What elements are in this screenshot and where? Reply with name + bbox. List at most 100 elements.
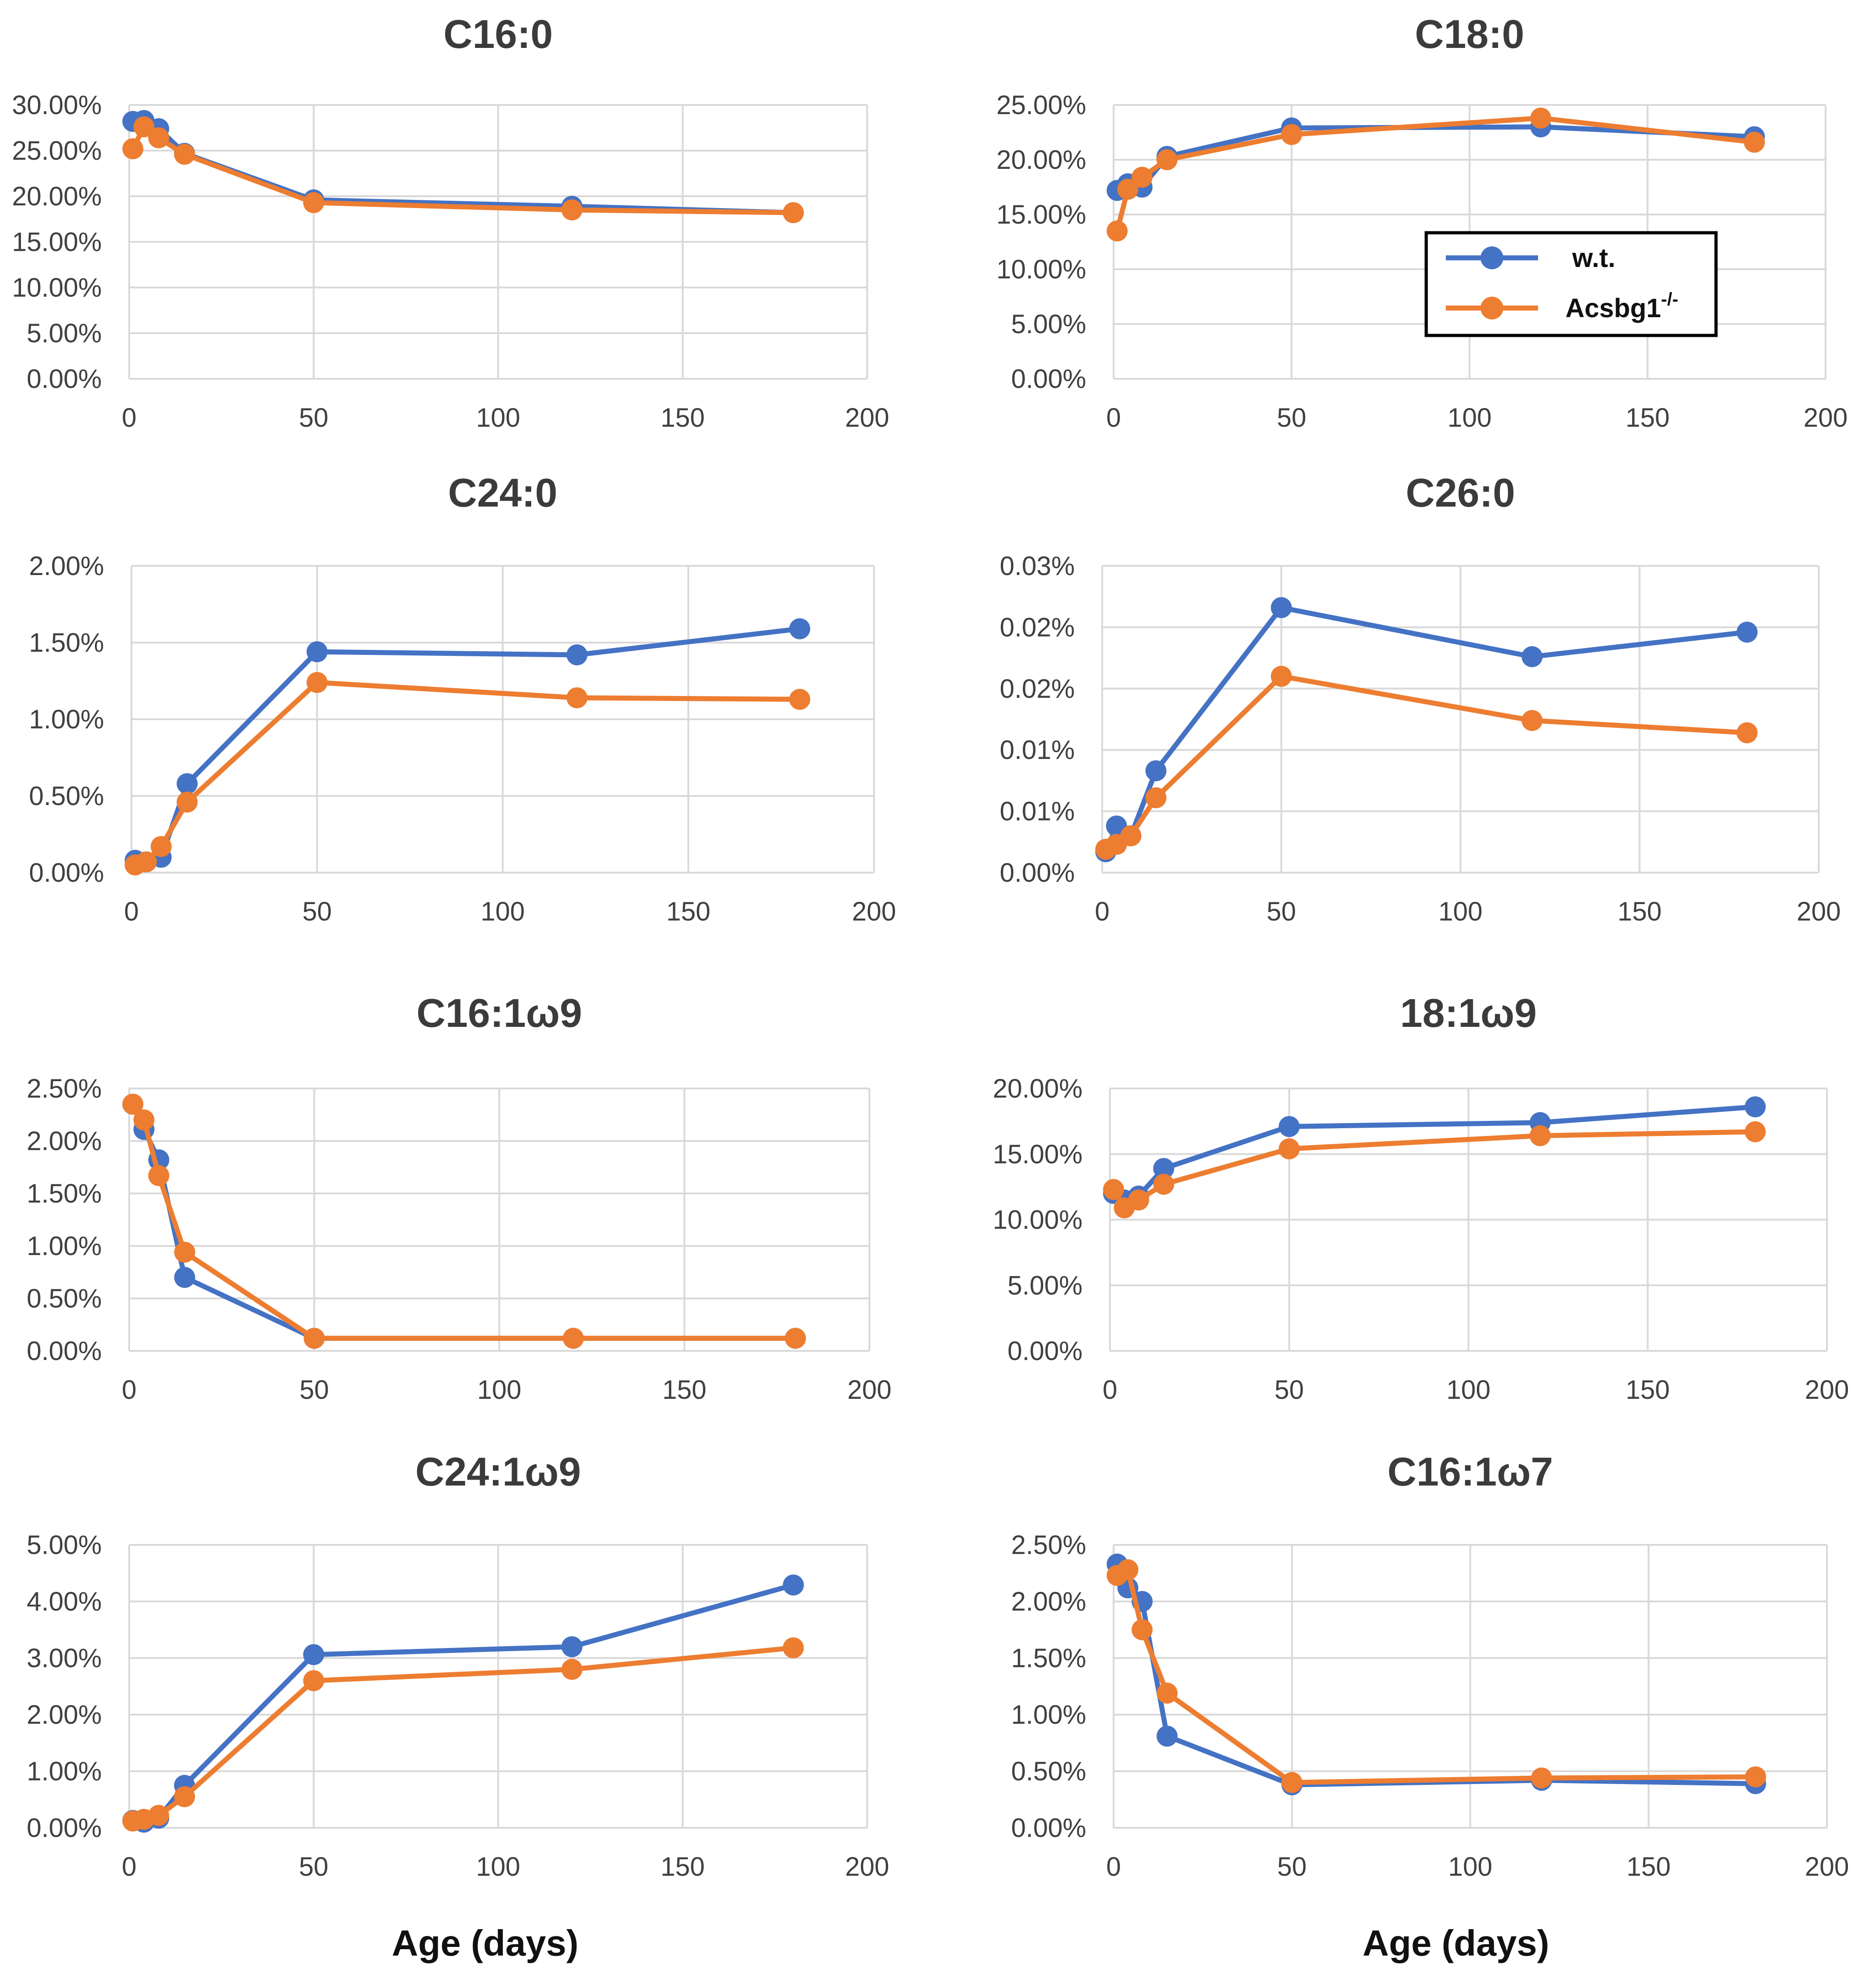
data-point-wt <box>1737 622 1758 643</box>
series-line-wt <box>130 1582 796 1825</box>
data-point-ko <box>1744 1121 1766 1142</box>
data-point-ko <box>1128 1189 1149 1211</box>
x-tick-label: 50 <box>1274 1375 1304 1405</box>
x-tick-label: 50 <box>1277 1852 1307 1882</box>
x-tick-label: 0 <box>122 1375 136 1405</box>
y-tick-label: 10.00% <box>12 273 102 303</box>
x-axis-label-left: Age (days) <box>392 1923 579 1963</box>
data-point-ko <box>1145 787 1167 809</box>
y-tick-label: 2.00% <box>27 1700 102 1730</box>
chart-title: C24:0 <box>448 470 558 515</box>
data-point-wt <box>174 1267 195 1288</box>
y-tick-label: 0.02% <box>1000 612 1075 642</box>
x-tick-label: 100 <box>476 1852 520 1882</box>
x-tick-label: 100 <box>1446 1375 1491 1405</box>
legend-ko-label: Acsbg1-/- <box>1565 289 1678 323</box>
series-line-ko <box>132 680 802 868</box>
data-point-ko <box>1530 107 1551 129</box>
legend-ko-label-sup: -/- <box>1661 289 1679 309</box>
series-line-ko <box>1111 1129 1758 1211</box>
data-point-ko <box>789 689 811 710</box>
series-line-ko <box>130 1102 798 1341</box>
y-tick-label: 30.00% <box>12 90 102 120</box>
x-tick-label: 150 <box>1626 403 1670 433</box>
chart-title: C16:1ω7 <box>1387 1449 1553 1494</box>
chart-title: C16:1ω9 <box>417 990 582 1036</box>
series-line-wt <box>132 626 802 864</box>
y-tick-label: 3.00% <box>27 1643 102 1673</box>
y-tick-label: 5.00% <box>1011 309 1086 339</box>
data-point-ko <box>563 1328 584 1349</box>
data-point-ko <box>303 192 324 213</box>
y-tick-label: 1.50% <box>1011 1643 1086 1673</box>
y-tick-label: 0.00% <box>27 364 102 394</box>
data-point-wt <box>1278 1116 1300 1137</box>
x-tick-label: 100 <box>477 1375 522 1405</box>
x-tick-label: 0 <box>124 897 139 926</box>
x-tick-label: 100 <box>476 403 520 433</box>
legend-ko-marker <box>1481 297 1503 319</box>
data-point-wt <box>1153 1158 1174 1179</box>
x-tick-label: 200 <box>1797 897 1841 926</box>
legend-wt-label: w.t. <box>1572 243 1616 273</box>
chart-panel: C16:1ω7 0.00% 0.50% 1.00% 1.50% 2.00% 2.50% 0 50… <box>1011 1449 1849 1882</box>
data-point-ko <box>122 1093 144 1115</box>
y-tick-label: 0.00% <box>1000 858 1075 888</box>
data-point-ko <box>1103 1179 1124 1200</box>
x-tick-label: 100 <box>1448 403 1492 433</box>
chart-title: C26:0 <box>1406 470 1515 515</box>
y-tick-label: 1.50% <box>27 1179 102 1208</box>
x-tick-label: 200 <box>1805 1852 1849 1882</box>
chart-panel: C24:0 0.00% 0.50% 1.00% 1.50% 2.00% 0 50 100 150 2… <box>29 470 896 926</box>
series-line-wt <box>1115 1561 1758 1788</box>
data-point-ko <box>148 1165 169 1186</box>
x-tick-label: 50 <box>1277 403 1307 433</box>
legend-box <box>1424 231 1718 337</box>
data-point-ko <box>1531 1767 1552 1789</box>
data-point-wt <box>303 1644 324 1665</box>
y-tick-label: 5.00% <box>27 319 102 348</box>
data-point-wt <box>789 618 811 639</box>
data-point-ko <box>133 116 155 137</box>
data-point-ko <box>306 672 328 693</box>
data-point-ko <box>133 1109 155 1130</box>
data-point-ko <box>1117 1559 1139 1580</box>
data-point-ko <box>177 791 198 813</box>
y-tick-label: 10.00% <box>993 1205 1083 1235</box>
data-point-ko <box>1156 1682 1178 1704</box>
y-tick-label: 0.00% <box>1008 1336 1083 1366</box>
data-point-wt <box>306 641 328 663</box>
x-tick-label: 150 <box>660 1852 705 1882</box>
series-line-ko <box>1103 674 1750 852</box>
y-tick-label: 25.00% <box>12 136 102 166</box>
chart-title: C16:0 <box>444 11 553 57</box>
x-tick-label: 200 <box>848 1375 892 1405</box>
y-tick-label: 2.50% <box>1011 1530 1086 1560</box>
series-line-wt <box>130 1102 798 1341</box>
data-point-ko <box>785 1328 806 1349</box>
x-tick-label: 100 <box>481 897 525 926</box>
x-tick-label: 0 <box>122 1852 136 1882</box>
x-tick-label: 0 <box>122 403 136 433</box>
y-tick-label: 4.00% <box>27 1587 102 1617</box>
y-tick-label: 1.00% <box>1011 1700 1086 1730</box>
chart-panel: C24:1ω9 0.00% 1.00% 2.00% 3.00% 4.00% 5.00% 0 50… <box>27 1449 890 1882</box>
x-tick-label: 50 <box>299 1852 329 1882</box>
data-point-wt <box>561 1636 583 1658</box>
data-point-ko <box>561 199 583 220</box>
data-point-ko <box>1117 178 1139 200</box>
chart-title: 18:1ω9 <box>1400 990 1537 1036</box>
data-point-ko <box>1278 1138 1300 1160</box>
data-point-ko <box>174 1786 195 1807</box>
chart-title: C18:0 <box>1415 11 1524 57</box>
data-point-ko <box>303 1328 325 1349</box>
data-point-ko <box>1529 1125 1551 1146</box>
data-point-ko <box>148 1805 169 1826</box>
x-tick-label: 50 <box>299 403 329 433</box>
chart-panel: C16:0 0.00% 5.00% 10.00% 15.00% 20.00% 25.00% 3… <box>12 11 889 433</box>
data-point-ko <box>1737 722 1758 743</box>
y-tick-label: 1.50% <box>29 628 104 658</box>
y-tick-label: 0.00% <box>1011 1813 1086 1843</box>
y-tick-label: 5.00% <box>27 1530 102 1560</box>
y-tick-label: 15.00% <box>993 1140 1083 1169</box>
